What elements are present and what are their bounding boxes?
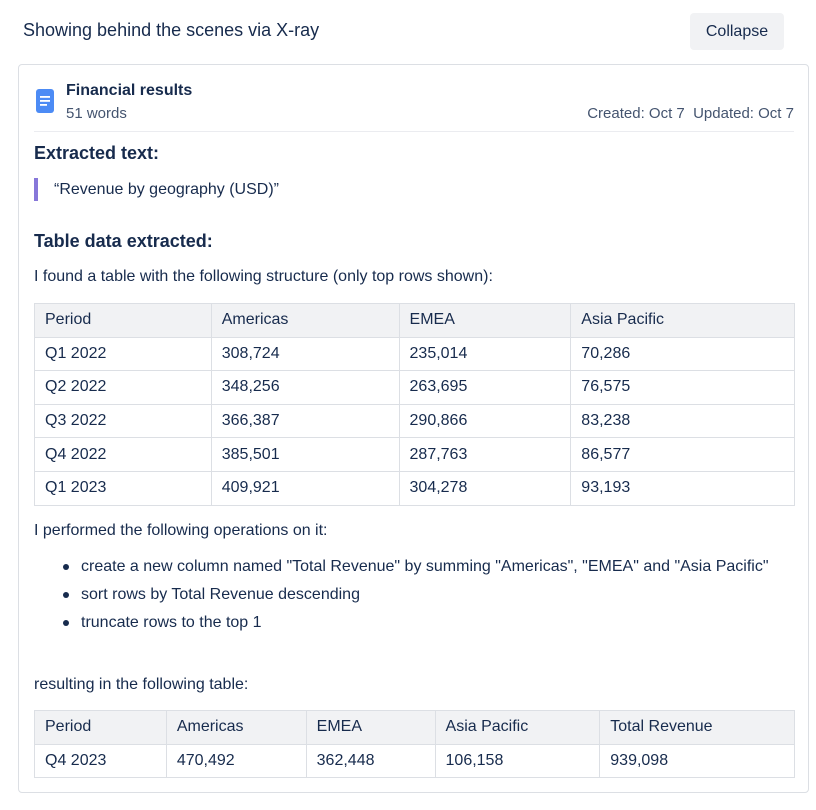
extracted-text-heading: Extracted text: bbox=[34, 143, 160, 163]
list-item: create a new column named "Total Revenue… bbox=[63, 555, 779, 578]
table-row: Q4 2022 385,501 287,763 86,577 bbox=[34, 437, 795, 472]
column-header: Total Revenue bbox=[599, 710, 795, 745]
result-intro: resulting in the following table: bbox=[34, 676, 249, 693]
extracted-quote: “Revenue by geography (USD)” bbox=[34, 178, 279, 201]
word-count: 51 words bbox=[66, 105, 127, 122]
column-header: Americas bbox=[165, 710, 307, 745]
table-cell: 304,278 bbox=[398, 470, 572, 506]
table-cell: 263,695 bbox=[398, 370, 572, 405]
table-cell: 366,387 bbox=[210, 403, 400, 439]
result-table: Period Americas EMEA Asia Pacific Total … bbox=[34, 710, 795, 779]
document-icon bbox=[36, 89, 54, 113]
list-item: sort rows by Total Revenue descending bbox=[63, 583, 779, 606]
table-cell: 385,501 bbox=[210, 437, 400, 472]
table-cell: Q3 2022 bbox=[34, 403, 212, 439]
table-row: Q1 2022 308,724 235,014 70,286 bbox=[34, 336, 795, 372]
table-row: Q1 2023 409,921 304,278 93,193 bbox=[34, 470, 795, 506]
table-data-heading: Table data extracted: bbox=[34, 231, 213, 251]
table-cell: 470,492 bbox=[165, 743, 307, 779]
table-row: Q4 2023 470,492 362,448 106,158 939,098 bbox=[34, 743, 795, 779]
table-cell: 939,098 bbox=[599, 743, 795, 779]
table-cell: 76,575 bbox=[570, 370, 795, 405]
column-header: EMEA bbox=[398, 303, 572, 338]
table-cell: 290,866 bbox=[398, 403, 572, 439]
table-cell: 362,448 bbox=[305, 743, 436, 779]
table-cell: Q2 2022 bbox=[34, 370, 212, 405]
table-header-row: Period Americas EMEA Asia Pacific Total … bbox=[34, 710, 795, 745]
table-cell: 93,193 bbox=[570, 470, 795, 506]
table-cell: 235,014 bbox=[398, 336, 572, 372]
table-cell: Q4 2023 bbox=[34, 743, 167, 779]
table-cell: Q1 2022 bbox=[34, 336, 212, 372]
table-cell: 308,724 bbox=[210, 336, 400, 372]
table-cell: 409,921 bbox=[210, 470, 400, 506]
column-header: Asia Pacific bbox=[570, 303, 795, 338]
operations-list: create a new column named "Total Revenue… bbox=[63, 555, 779, 639]
list-item: truncate rows to the top 1 bbox=[63, 611, 779, 634]
table-cell: 287,763 bbox=[398, 437, 572, 472]
table-cell: 86,577 bbox=[570, 437, 795, 472]
column-header: Americas bbox=[210, 303, 400, 338]
table-cell: 348,256 bbox=[210, 370, 400, 405]
divider bbox=[34, 131, 794, 132]
page-title: Showing behind the scenes via X-ray bbox=[23, 20, 320, 40]
column-header: Period bbox=[34, 710, 167, 745]
table-cell: 106,158 bbox=[434, 743, 601, 779]
column-header: Period bbox=[34, 303, 212, 338]
xray-header: Showing behind the scenes via X-ray Coll… bbox=[0, 0, 816, 62]
collapse-button[interactable]: Collapse bbox=[690, 13, 784, 50]
table-cell: 83,238 bbox=[570, 403, 795, 439]
table-intro: I found a table with the following struc… bbox=[34, 268, 493, 285]
xray-panel: Financial results 51 words Created: Oct … bbox=[18, 64, 809, 793]
table-cell: Q4 2022 bbox=[34, 437, 212, 472]
extracted-table: Period Americas EMEA Asia Pacific Q1 202… bbox=[34, 303, 795, 506]
table-cell: Q1 2023 bbox=[34, 470, 212, 506]
document-title: Financial results bbox=[66, 82, 193, 99]
table-row: Q3 2022 366,387 290,866 83,238 bbox=[34, 403, 795, 439]
table-cell: 70,286 bbox=[570, 336, 795, 372]
operations-intro: I performed the following operations on … bbox=[34, 522, 328, 539]
column-header: Asia Pacific bbox=[434, 710, 601, 745]
document-dates: Created: Oct 7 Updated: Oct 7 bbox=[587, 105, 794, 122]
table-header-row: Period Americas EMEA Asia Pacific bbox=[34, 303, 795, 338]
table-row: Q2 2022 348,256 263,695 76,575 bbox=[34, 370, 795, 405]
column-header: EMEA bbox=[305, 710, 436, 745]
